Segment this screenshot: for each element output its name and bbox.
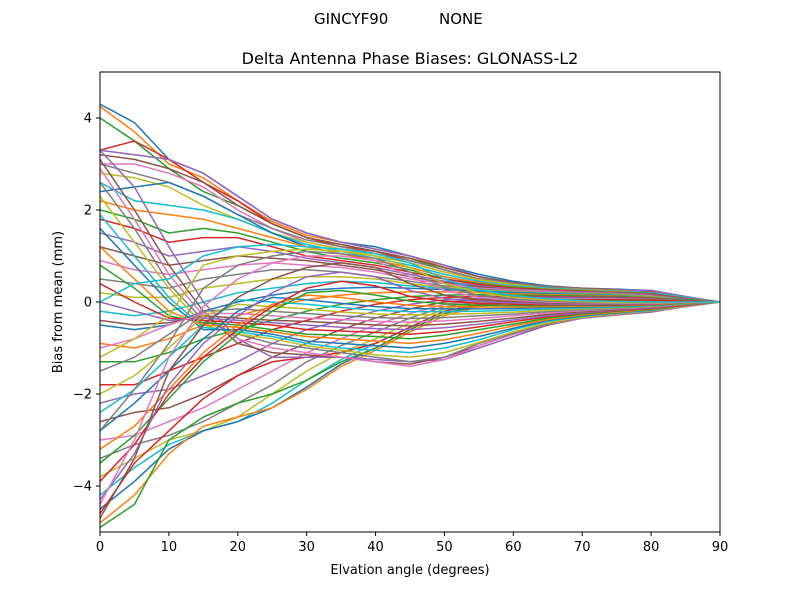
x-axis-label: Elvation angle (degrees) [330, 563, 489, 578]
x-tick-label: 40 [367, 540, 384, 555]
x-tick-label: 10 [161, 540, 178, 555]
y-tick-label: −4 [73, 480, 92, 495]
chart-title: Delta Antenna Phase Biases: GLONASS-L2 [242, 49, 579, 68]
series-line [100, 248, 720, 358]
x-axis: 0 10 20 30 40 50 60 70 80 90 [96, 532, 728, 555]
x-tick-label: 60 [505, 540, 522, 555]
suptitle-left: GINCYF90 [314, 10, 388, 28]
series-line [100, 243, 720, 303]
x-tick-label: 0 [96, 540, 104, 555]
x-tick-label: 20 [230, 540, 247, 555]
series-line [100, 301, 720, 372]
y-tick-label: 0 [84, 296, 92, 311]
suptitle-right: NONE [439, 10, 483, 28]
x-tick-label: 90 [712, 540, 729, 555]
y-tick-label: −2 [73, 388, 92, 403]
y-axis: −4 −2 0 2 4 [73, 112, 100, 495]
x-tick-label: 80 [643, 540, 660, 555]
y-tick-label: 2 [84, 204, 92, 219]
y-tick-label: 4 [84, 112, 92, 127]
x-tick-label: 50 [436, 540, 453, 555]
y-axis-label: Bias from mean (mm) [51, 231, 66, 373]
series-line [100, 298, 720, 515]
series-layer [100, 103, 720, 529]
x-tick-label: 70 [574, 540, 591, 555]
x-tick-label: 30 [298, 540, 315, 555]
